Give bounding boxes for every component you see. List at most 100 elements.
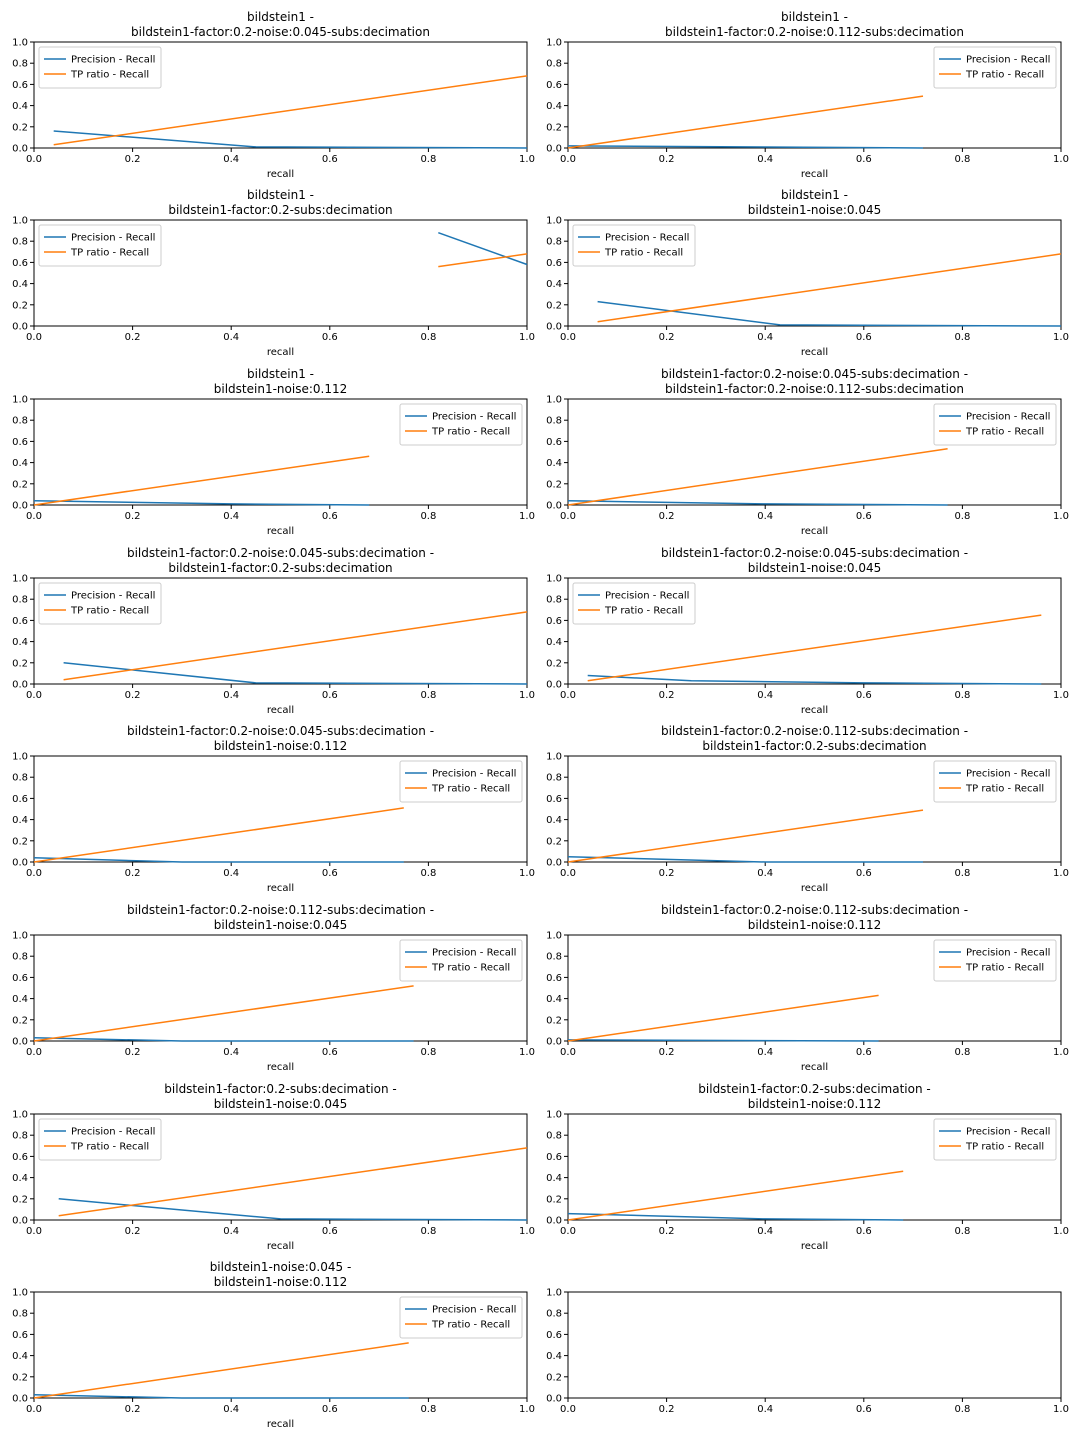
y-tick-label: 0.6	[546, 1152, 562, 1163]
subplot-title-line: bildstein1-factor:0.2-noise:0.112-subs:d…	[665, 382, 964, 396]
y-tick-label: 0.6	[12, 794, 28, 805]
y-tick-label: 0.2	[12, 300, 28, 311]
subplot-12: bildstein1-factor:0.2-noise:0.112-subs:d…	[546, 903, 1069, 1073]
x-axis-label: recall	[267, 1419, 294, 1430]
x-tick-label: 0.2	[125, 1047, 141, 1058]
x-tick-label: 0.2	[659, 1226, 675, 1237]
series-line-precision-recall	[567, 145, 924, 149]
legend-box	[933, 46, 1057, 89]
y-tick-label: 0.8	[12, 1131, 28, 1142]
subplot-title-line: bildstein1-factor:0.2-noise:0.045-subs:d…	[127, 546, 434, 560]
x-tick-label: 0.4	[223, 690, 239, 701]
y-tick-label: 0.8	[546, 773, 562, 784]
y-tick-label: 0.2	[12, 122, 28, 133]
y-tick-label: 0.4	[546, 637, 562, 648]
x-tick-label: 0.0	[560, 690, 576, 701]
y-tick-label: 0.4	[546, 1173, 562, 1184]
y-tick-label: 0.6	[546, 973, 562, 984]
legend: Precision - Recall TP ratio - Recall	[933, 46, 1057, 89]
x-axis-label: recall	[267, 169, 294, 180]
subplot-title-line: bildstein1-factor:0.2-noise:0.045-subs:d…	[131, 25, 430, 39]
series-line-precision-recall	[438, 231, 528, 266]
legend: Precision - Recall TP ratio - Recall	[38, 582, 162, 625]
y-tick-label: 0.4	[546, 994, 562, 1005]
series-line-precision-recall	[567, 1212, 904, 1221]
x-tick-label: 0.4	[223, 511, 239, 522]
x-tick-label: 0.0	[26, 511, 42, 522]
y-tick-label: 0.8	[546, 416, 562, 427]
subplot-1: bildstein1 -bildstein1-factor:0.2-noise:…	[12, 10, 535, 180]
x-tick-label: 0.6	[856, 332, 872, 343]
y-tick-label: 0.8	[546, 59, 562, 70]
subplot-title-line: bildstein1-noise:0.045	[214, 918, 347, 932]
x-tick-label: 0.8	[420, 511, 436, 522]
y-tick-label: 0.2	[12, 658, 28, 669]
subplot-title-line: bildstein1 -	[781, 188, 848, 202]
x-tick-label: 1.0	[519, 1226, 535, 1237]
y-tick-label: 0.4	[546, 815, 562, 826]
x-tick-label: 0.0	[560, 1047, 576, 1058]
subplot-4: bildstein1 -bildstein1-noise:0.045 0.0 0.2…	[546, 188, 1069, 358]
y-tick-label: 0.6	[12, 258, 28, 269]
x-tick-label: 0.2	[659, 1404, 675, 1415]
legend: Precision - Recall TP ratio - Recall	[399, 760, 523, 803]
x-tick-label: 0.6	[856, 1226, 872, 1237]
x-tick-label: 0.2	[125, 868, 141, 879]
y-tick-label: 0.4	[546, 101, 562, 112]
subplot-3: bildstein1 -bildstein1-factor:0.2-subs:d…	[12, 188, 535, 358]
y-tick-label: 1.0	[546, 931, 562, 942]
x-tick-label: 1.0	[1053, 1404, 1069, 1415]
legend: Precision - Recall TP ratio - Recall	[933, 403, 1057, 446]
legend: Precision - Recall TP ratio - Recall	[399, 939, 523, 982]
legend: Precision - Recall TP ratio - Recall	[38, 224, 162, 267]
y-tick-label: 0.6	[12, 80, 28, 91]
y-tick-label: 0.0	[12, 322, 28, 333]
x-tick-label: 0.6	[856, 154, 872, 165]
x-tick-label: 0.2	[659, 154, 675, 165]
x-tick-label: 0.6	[322, 1226, 338, 1237]
axes-frame	[567, 1291, 1062, 1399]
y-tick-label: 0.8	[546, 595, 562, 606]
legend-label: Precision - Recall	[966, 948, 1050, 959]
x-tick-label: 0.4	[223, 868, 239, 879]
y-tick-label: 1.0	[12, 752, 28, 763]
legend-label: Precision - Recall	[432, 769, 516, 780]
legend-label: TP ratio - Recall	[70, 70, 149, 81]
subplot-title-line: bildstein1-factor:0.2-subs:decimation -	[698, 1082, 930, 1096]
x-tick-label: 0.4	[757, 868, 773, 879]
subplot-title-line: bildstein1-noise:0.045	[748, 203, 881, 217]
subplot-14: bildstein1-factor:0.2-subs:decimation -b…	[546, 1082, 1069, 1252]
subplot-7: bildstein1-factor:0.2-noise:0.045-subs:d…	[12, 546, 535, 716]
legend: Precision - Recall TP ratio - Recall	[572, 582, 696, 625]
subplot-title-line: bildstein1-factor:0.2-noise:0.112-subs:d…	[661, 724, 968, 738]
x-tick-label: 1.0	[1053, 511, 1069, 522]
legend-box	[933, 1118, 1057, 1161]
series-line-precision-recall	[33, 857, 404, 863]
legend-label: TP ratio - Recall	[965, 784, 1044, 795]
y-tick-label: 0.2	[12, 1372, 28, 1383]
x-tick-label: 0.6	[322, 690, 338, 701]
y-tick-label: 0.2	[546, 300, 562, 311]
y-tick-label: 1.0	[546, 216, 562, 227]
y-tick-label: 0.6	[12, 1330, 28, 1341]
x-tick-label: 0.2	[125, 1226, 141, 1237]
x-tick-label: 1.0	[1053, 1226, 1069, 1237]
y-tick-label: 0.0	[546, 144, 562, 155]
subplot-title-line: bildstein1-noise:0.112	[748, 1097, 881, 1111]
x-tick-label: 0.8	[954, 154, 970, 165]
y-tick-label: 0.2	[12, 836, 28, 847]
y-tick-label: 1.0	[12, 1110, 28, 1121]
y-tick-label: 1.0	[12, 1288, 28, 1299]
x-tick-label: 1.0	[1053, 868, 1069, 879]
legend-label: Precision - Recall	[966, 769, 1050, 780]
x-tick-label: 0.0	[26, 690, 42, 701]
x-axis-label: recall	[801, 705, 828, 716]
legend-box	[399, 1296, 523, 1339]
x-axis-label: recall	[801, 169, 828, 180]
y-tick-label: 0.0	[546, 1037, 562, 1048]
x-tick-label: 0.6	[322, 868, 338, 879]
subplot-title-line: bildstein1-noise:0.112	[214, 739, 347, 753]
legend-label: TP ratio - Recall	[965, 1142, 1044, 1153]
subplot-9: bildstein1-factor:0.2-noise:0.045-subs:d…	[12, 724, 535, 894]
x-tick-label: 1.0	[1053, 332, 1069, 343]
